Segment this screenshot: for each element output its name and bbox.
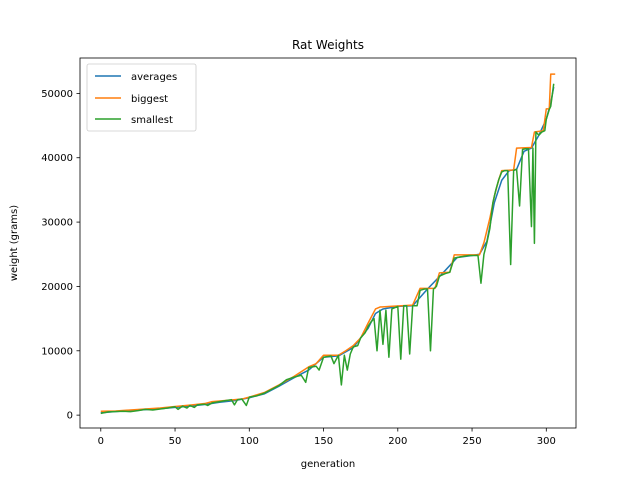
- y-tick-label: 30000: [41, 218, 73, 229]
- legend-label-averages: averages: [131, 72, 177, 83]
- legend-label-smallest: smallest: [131, 115, 173, 126]
- y-tick-label: 50000: [41, 89, 73, 100]
- series-layer: [100, 73, 556, 415]
- y-axis-ticks: 0 10000 20000 30000 40000 50000: [41, 89, 80, 422]
- y-axis-label: weight (grams): [9, 205, 20, 281]
- y-tick-label: 0: [67, 411, 73, 422]
- x-axis-label: generation: [301, 459, 355, 470]
- series-line-biggest: [100, 73, 556, 413]
- x-tick-label: 0: [98, 436, 104, 447]
- y-tick-label: 10000: [41, 346, 73, 357]
- x-tick-label: 150: [314, 436, 333, 447]
- legend-label-biggest: biggest: [131, 94, 168, 105]
- x-tick-label: 100: [240, 436, 259, 447]
- legend-box: [86, 63, 197, 132]
- x-tick-label: 300: [537, 436, 556, 447]
- x-axis-ticks: 0 50 100 150 200 250 300: [98, 428, 556, 447]
- x-tick-label: 50: [169, 436, 182, 447]
- plot-area: [79, 57, 577, 429]
- series-line-smallest: [100, 83, 555, 415]
- plot-frame: [79, 57, 577, 429]
- x-tick-label: 250: [463, 436, 482, 447]
- x-tick-label: 200: [388, 436, 407, 447]
- chart-title: Rat Weights: [292, 38, 364, 52]
- y-tick-label: 40000: [41, 153, 73, 164]
- legend: averages biggest smallest: [86, 63, 197, 132]
- y-tick-label: 20000: [41, 282, 73, 293]
